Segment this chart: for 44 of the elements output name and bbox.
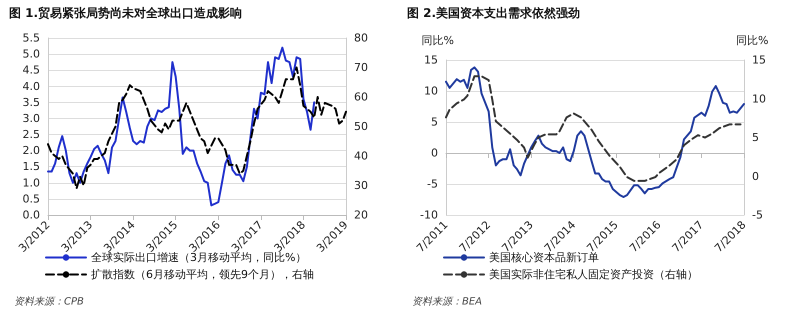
y2-tick-label: 40 — [354, 150, 368, 162]
y2-tick-label: 70 — [354, 61, 368, 74]
y-axis-title: 同比% — [422, 34, 454, 47]
y2-axis-title: 同比% — [736, 34, 768, 47]
y2-tick-label: 80 — [354, 32, 368, 44]
legend-label: 美国实际非住宅私人固定资产投资（右轴） — [489, 268, 698, 281]
y-tick-label: 4.5 — [22, 64, 40, 77]
y-tick-label: 10 — [424, 84, 438, 98]
y-tick-label: -10 — [420, 208, 438, 222]
legend-label: 扩散指数（6月移动平均，领先9个月），右轴 — [91, 268, 314, 281]
y-tick-label: -5 — [427, 178, 438, 190]
y-tick-label: 1.0 — [22, 176, 40, 190]
y-tick-label: 3.0 — [22, 112, 40, 125]
chart-title: 图 1.贸易紧张局势尚未对全球出口造成影响 — [9, 6, 242, 20]
y2-tick-label: -5 — [752, 208, 763, 222]
y2-tick-label: 10 — [752, 92, 766, 106]
text: 资料来源：BEA — [412, 296, 482, 308]
y-tick-label: 4.0 — [22, 80, 40, 93]
y-tick-label: 0 — [431, 146, 438, 160]
line-series — [445, 75, 742, 182]
y2-tick-label: 50 — [354, 120, 368, 133]
line-series — [445, 66, 745, 198]
y2-tick-label: 20 — [354, 208, 368, 222]
y-tick-label: 5 — [431, 116, 438, 128]
legend-label: 美国核心资本品新订单 — [489, 251, 599, 264]
line-series — [47, 66, 347, 190]
y2-tick-label: 5 — [752, 131, 759, 144]
line-series — [47, 46, 316, 206]
y-tick-label: 3.5 — [22, 96, 40, 109]
y2-tick-label: 0 — [752, 170, 759, 183]
y-tick-label: 2.0 — [22, 144, 40, 158]
y-tick-label: 0.5 — [22, 192, 40, 206]
y-tick-label: 5.5 — [22, 32, 40, 44]
y-tick-label: 5.0 — [22, 48, 40, 61]
chart-title: 图 2.美国资本支出需求依然强劲 — [407, 6, 580, 20]
text: 资料来源：CPB — [14, 296, 84, 308]
legend-label: 全球实际出口增速（3月移动平均，同比%） — [91, 251, 306, 264]
y-tick-label: 15 — [424, 54, 438, 66]
y-tick-label: 1.5 — [22, 160, 40, 174]
y2-tick-label: 30 — [354, 179, 368, 192]
y-tick-label: 0.0 — [22, 208, 40, 222]
y2-tick-label: 15 — [752, 54, 766, 66]
y-tick-label: 2.5 — [22, 128, 40, 142]
y2-tick-label: 60 — [354, 90, 368, 104]
